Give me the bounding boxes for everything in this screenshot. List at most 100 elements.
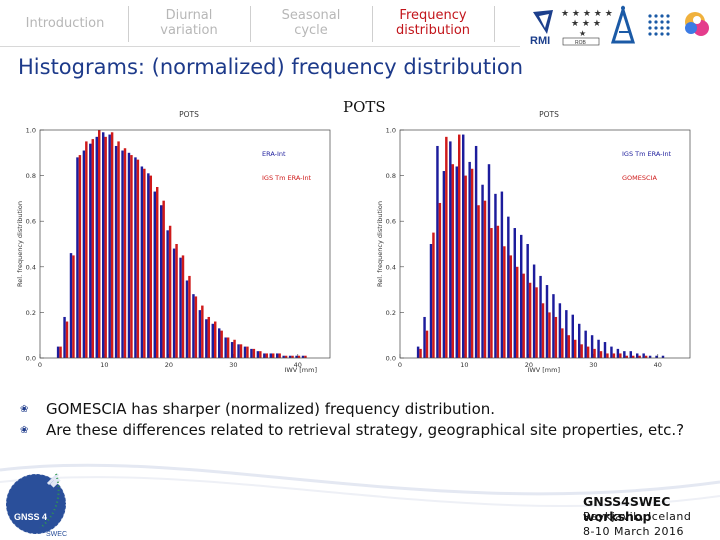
chart-right-x-label: IWV [mm] <box>527 366 560 374</box>
bar-series-1 <box>95 136 98 358</box>
bar-series-1 <box>69 253 73 358</box>
bar-series-2 <box>458 134 461 358</box>
agency-logo <box>610 4 636 44</box>
bar-series-1 <box>429 244 433 358</box>
bar-series-1 <box>211 323 214 358</box>
tab-divider <box>250 6 251 42</box>
bar-series-1 <box>282 355 285 358</box>
bar-series-1 <box>610 346 613 358</box>
bar-series-1 <box>436 145 439 358</box>
bar-series-1 <box>288 355 292 358</box>
chart-left-y-label: Rel. frequency distribution <box>16 201 24 287</box>
bar-series-2 <box>438 202 442 358</box>
bar-series-1 <box>134 157 137 358</box>
bar-series-1 <box>545 285 549 358</box>
bar-series-2 <box>162 200 165 358</box>
x-tick-label: 20 <box>165 361 173 369</box>
bar-series-1 <box>629 351 632 358</box>
bar-series-2 <box>239 344 243 358</box>
bar-series-2 <box>65 321 69 358</box>
bar-series-1 <box>89 143 92 358</box>
x-tick-label: 0 <box>38 361 42 369</box>
bar-series-1 <box>661 355 665 358</box>
bar-series-1 <box>218 328 221 358</box>
bar-series-1 <box>481 184 484 358</box>
bar-series-1 <box>578 323 581 358</box>
colorful-logo <box>685 12 709 36</box>
bar-series-1 <box>166 230 169 358</box>
chart-left-y-ticks: 0.0 0.2 0.4 0.6 0.8 1.0 <box>26 127 44 363</box>
bar-series-1 <box>423 316 426 358</box>
bar-series-2 <box>110 132 114 358</box>
bar-series-2 <box>78 155 82 358</box>
tab-frequency-distribution[interactable]: Frequency distribution <box>374 2 492 44</box>
bar-series-1 <box>603 342 607 358</box>
bar-series-2 <box>561 328 564 358</box>
bar-series-2 <box>522 273 525 358</box>
bar-series-2 <box>503 246 506 358</box>
chart-left-legend-1: ERA-Int <box>262 150 286 158</box>
bar-series-2 <box>123 148 127 358</box>
rob-logo: ★ ★ ★ ★ ★ ★ ★ ★ ★ ROB <box>561 9 613 46</box>
svg-text:★ ★ ★: ★ ★ ★ <box>571 19 601 29</box>
tab-seasonal-cycle[interactable]: Seasonal cycle <box>252 2 370 44</box>
x-tick-label: 40 <box>654 361 662 369</box>
bar-series-1 <box>256 351 260 358</box>
y-tick-label: 0.2 <box>386 309 396 317</box>
bar-series-2 <box>117 141 120 358</box>
bar-series-1 <box>500 191 504 358</box>
dot-grid-logo <box>648 14 670 36</box>
bar-series-2 <box>419 348 422 358</box>
bar-series-1 <box>127 152 131 358</box>
logo-text-sub: SWEC <box>46 531 67 538</box>
x-tick-label: 20 <box>525 361 533 369</box>
bar-series-2 <box>91 139 95 358</box>
rob-logo-text: ROB <box>575 40 587 46</box>
x-tick-label: 30 <box>589 361 597 369</box>
bar-series-2 <box>541 303 545 358</box>
bar-series-2 <box>284 355 288 358</box>
bar-series-2 <box>220 330 223 358</box>
bar-series-2 <box>490 228 493 358</box>
chart-right-legend-2: GOMESCIA <box>622 174 657 182</box>
bar-series-1 <box>648 355 652 358</box>
bar-series-1 <box>520 234 523 358</box>
tab-diurnal-label-2: variation <box>160 23 218 38</box>
bar-series-1 <box>526 244 529 358</box>
bullet-marker-icon: ❀ <box>20 425 29 436</box>
bar-series-2 <box>483 200 487 358</box>
y-tick-label: 1.0 <box>26 127 36 135</box>
y-tick-label: 1.0 <box>386 127 396 135</box>
bar-series-1 <box>462 134 465 358</box>
tab-seasonal-label-2: cycle <box>294 23 328 38</box>
y-tick-label: 0.6 <box>386 218 396 226</box>
bar-series-1 <box>487 164 491 358</box>
rmi-logo-text: RMI <box>530 35 550 46</box>
bar-series-1 <box>237 344 240 358</box>
bar-series-1 <box>584 330 587 358</box>
workshop-dates: 8-10 March 2016 <box>583 525 684 538</box>
bullet-marker-icon: ❀ <box>20 404 29 415</box>
bar-series-1 <box>82 150 86 358</box>
tab-frequency-label-2: distribution <box>395 23 471 38</box>
chart-right-legend-1: IGS Tm ERA-Int <box>622 150 672 158</box>
bar-series-1 <box>416 346 420 358</box>
bar-series-2 <box>175 244 178 358</box>
tab-introduction[interactable]: Introduction <box>10 2 120 44</box>
bar-series-2 <box>445 136 448 358</box>
svg-text:★: ★ <box>579 29 586 38</box>
bar-series-2 <box>548 312 551 358</box>
chart-left-legend-2: IGS Tm ERA-Int <box>262 174 312 182</box>
bar-series-1 <box>160 205 163 358</box>
chart-right-y-ticks: 0.0 0.2 0.4 0.6 0.8 1.0 <box>386 127 404 363</box>
bar-series-1 <box>147 173 150 358</box>
bullet-item: ❀ Are these differences related to retri… <box>20 421 710 439</box>
tab-diurnal-variation[interactable]: Diurnal variation <box>130 2 248 44</box>
histogram-right: POTS 0.0 0.2 0.4 0.6 0.8 1.0 0 10 20 30 40 IWV [m… <box>376 110 691 374</box>
bar-series-2 <box>432 232 435 358</box>
station-label: POTS <box>343 98 386 116</box>
bar-series-1 <box>552 294 555 358</box>
bar-series-1 <box>114 145 118 358</box>
tab-introduction-label: Introduction <box>25 15 105 31</box>
bar-series-2 <box>580 344 583 358</box>
